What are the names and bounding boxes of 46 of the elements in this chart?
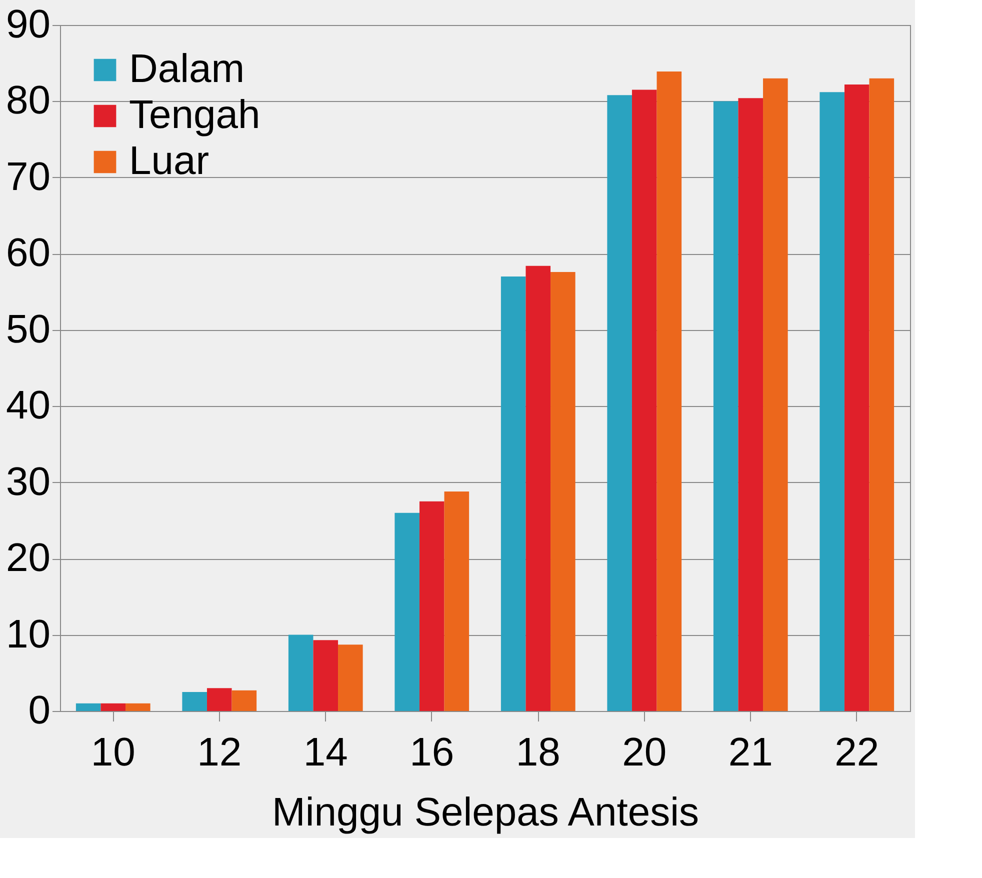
bar bbox=[100, 703, 126, 711]
y-tick-label: 70 bbox=[6, 154, 50, 199]
bar bbox=[526, 266, 551, 711]
y-tick-label: 90 bbox=[6, 2, 50, 46]
bar bbox=[338, 644, 363, 711]
bar bbox=[313, 640, 338, 711]
bar bbox=[656, 71, 682, 711]
legend-label: Dalam bbox=[129, 47, 245, 91]
y-tick-label: 40 bbox=[6, 384, 50, 428]
legend-label: Tengah bbox=[129, 93, 260, 137]
x-axis-title: Minggu Selepas Antesis bbox=[272, 790, 699, 834]
x-tick-label: 16 bbox=[410, 730, 454, 774]
bar bbox=[76, 703, 101, 711]
bar bbox=[738, 98, 764, 711]
bar bbox=[419, 501, 444, 711]
bar bbox=[632, 90, 657, 711]
bar bbox=[394, 512, 420, 711]
bar bbox=[232, 690, 257, 711]
bar bbox=[288, 634, 314, 711]
x-tick-label: 22 bbox=[834, 730, 880, 774]
bar bbox=[820, 92, 844, 711]
y-tick-label: 0 bbox=[28, 688, 50, 732]
x-tick-label: 20 bbox=[622, 730, 667, 774]
bar bbox=[500, 276, 526, 711]
x-tick-label: 18 bbox=[516, 730, 560, 774]
bar bbox=[869, 78, 894, 711]
y-tick-label: 80 bbox=[6, 78, 50, 123]
bar bbox=[844, 84, 870, 711]
x-tick-label: 14 bbox=[303, 730, 348, 774]
y-tick-label: 20 bbox=[6, 536, 50, 580]
x-tick-label: 10 bbox=[90, 730, 136, 774]
bar bbox=[182, 692, 207, 711]
y-tick-label: 30 bbox=[6, 460, 50, 504]
bar bbox=[763, 78, 788, 711]
x-tick-label: 12 bbox=[197, 730, 242, 774]
bar bbox=[206, 688, 232, 711]
y-tick-label: 10 bbox=[6, 612, 50, 656]
x-tick-label: 21 bbox=[728, 730, 773, 774]
bar bbox=[444, 491, 470, 711]
bar bbox=[607, 95, 632, 711]
y-tick-label: 60 bbox=[6, 231, 50, 276]
y-tick-label: 50 bbox=[6, 307, 50, 352]
bar bbox=[126, 703, 150, 711]
legend-label: Luar bbox=[129, 139, 210, 183]
bar bbox=[550, 272, 576, 711]
bar bbox=[713, 101, 738, 711]
